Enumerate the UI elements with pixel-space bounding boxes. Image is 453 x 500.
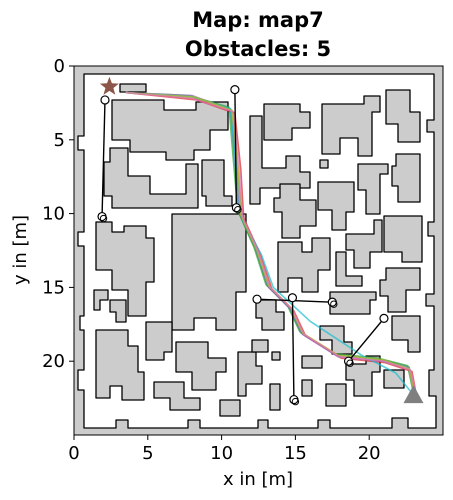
obstacle-block (270, 384, 280, 410)
obstacle-end-point-1 (98, 213, 106, 221)
obstacle-block (272, 352, 280, 360)
obstacle-end-point-4 (290, 396, 298, 404)
obstacle-end-point-3 (328, 298, 336, 306)
obstacle-start-point-3 (253, 295, 261, 303)
x-tick-label: 20 (358, 443, 381, 464)
y-tick-label: 15 (42, 277, 65, 298)
y-tick-label: 5 (54, 130, 65, 151)
obstacle-block (252, 340, 268, 352)
y-axis-ticks: 0 5 10 15 20 (42, 56, 74, 372)
obstacle-block (120, 84, 146, 92)
x-tick-label: 0 (68, 443, 79, 464)
chart-title-line-1: Map: map7 (192, 8, 324, 32)
obstacle-block (302, 380, 312, 396)
obstacle-block (326, 384, 346, 406)
plot-area (74, 66, 443, 435)
obstacle-start-point-2 (231, 86, 239, 94)
x-axis-ticks: 0 5 10 15 20 (68, 435, 380, 464)
y-tick-label: 10 (42, 204, 65, 225)
y-tick-label: 0 (54, 56, 65, 77)
y-axis-label: y in [m] (10, 215, 31, 285)
obstacle-block (172, 214, 246, 330)
obstacle-start-point-5 (380, 314, 388, 322)
obstacle-block (320, 160, 328, 168)
obstacle-block (220, 400, 240, 416)
obstacle-start-point-1 (101, 96, 109, 104)
obstacle-end-point-5 (345, 357, 353, 365)
x-tick-label: 5 (142, 443, 153, 464)
x-axis-label: x in [m] (223, 469, 293, 490)
obstacle-end-point-2 (232, 204, 240, 212)
y-tick-label: 20 (42, 351, 65, 372)
x-tick-label: 15 (284, 443, 307, 464)
obstacle-block (302, 356, 322, 368)
x-tick-label: 10 (210, 443, 233, 464)
chart-title-line-2: Obstacles: 5 (185, 37, 331, 61)
obstacle-start-point-4 (288, 294, 296, 302)
